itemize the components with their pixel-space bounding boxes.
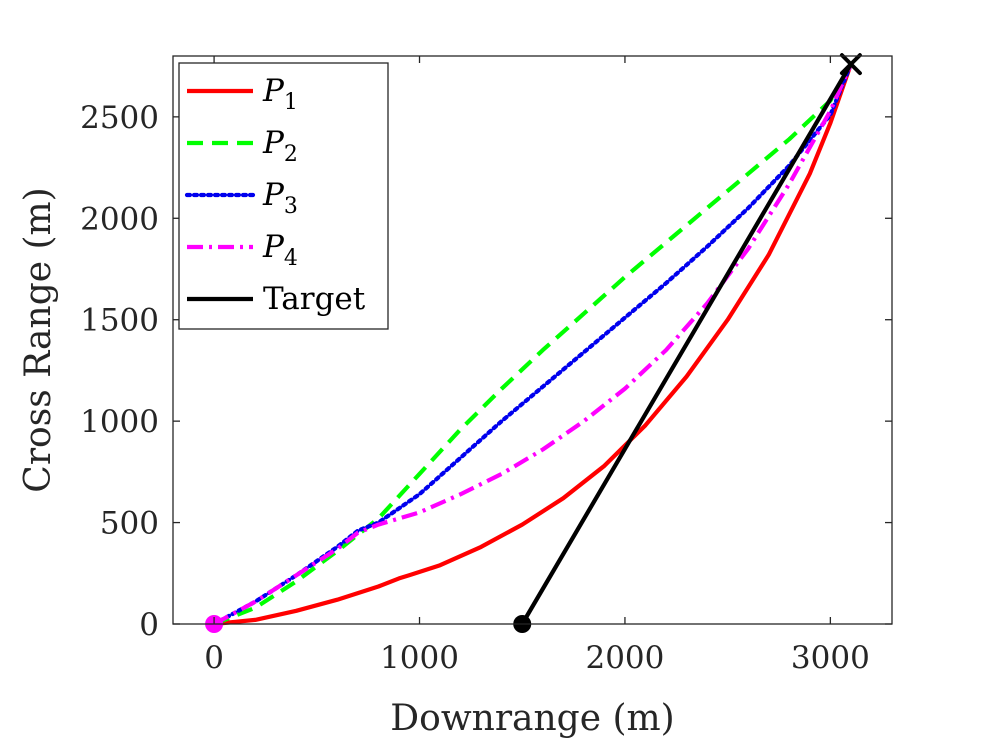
series-line-target bbox=[520, 63, 853, 626]
series-line-p1 bbox=[213, 63, 853, 627]
y-tick-label: 500 bbox=[100, 506, 159, 542]
x-tick-label: 3000 bbox=[791, 640, 870, 676]
end-marker bbox=[839, 53, 862, 76]
series-line-p4 bbox=[213, 63, 853, 626]
series-line-p2 bbox=[213, 63, 853, 626]
y-tick-label: 2000 bbox=[80, 201, 159, 237]
y-tick-label: 2500 bbox=[80, 100, 159, 136]
x-axis-label: Downrange (m) bbox=[390, 698, 674, 739]
legend-label: P4 bbox=[262, 229, 298, 271]
legend: P1 P2 P3 P4 Target bbox=[178, 62, 389, 330]
legend-label: P2 bbox=[262, 125, 298, 167]
plot-frame bbox=[172, 55, 893, 625]
x-tick-label: 1000 bbox=[380, 640, 459, 676]
x-tick-label: 2000 bbox=[585, 640, 664, 676]
y-axis-label: Cross Range (m) bbox=[18, 187, 59, 492]
legend-label: P3 bbox=[262, 177, 298, 219]
plot-layer bbox=[205, 53, 862, 633]
y-tick-label: 1500 bbox=[80, 303, 159, 339]
y-tick-label: 0 bbox=[139, 607, 159, 643]
legend-label: P1 bbox=[262, 73, 298, 115]
axis-layer: 0 1000 2000 3000 0 500 1000 1500 2000 2500 bbox=[80, 56, 892, 676]
legend-label: Target bbox=[263, 281, 366, 317]
y-tick-label: 1000 bbox=[80, 404, 159, 440]
x-tick-label: 0 bbox=[204, 640, 224, 676]
